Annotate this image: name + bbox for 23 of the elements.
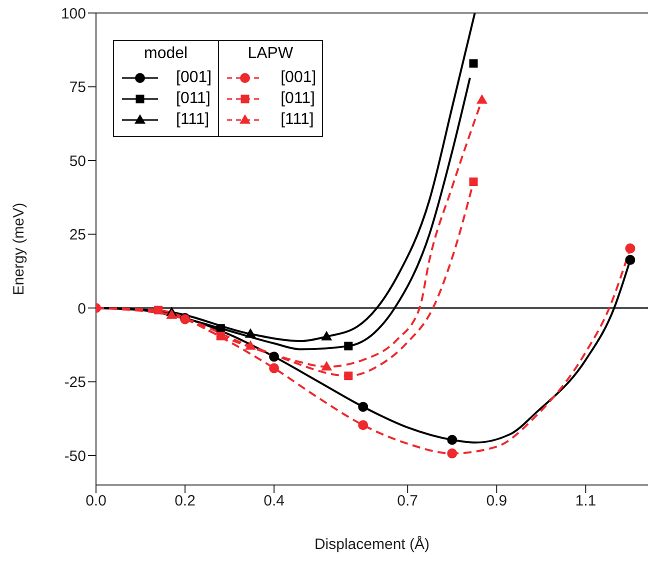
legend-label: [011]: [176, 90, 210, 108]
legend-label: [011]: [280, 90, 315, 108]
y-tick-label: -25: [64, 374, 86, 392]
x-tick-label: 1.1: [575, 492, 596, 510]
annotation: model: [143, 45, 189, 63]
x-tick-label: 0.0: [86, 492, 106, 510]
legend-label: [111]: [280, 110, 314, 128]
x-tick-label: 0.4: [264, 492, 284, 510]
legend-label: [111]: [176, 110, 210, 128]
y-tick-label: 50: [69, 152, 86, 170]
y-tick-label: -50: [64, 448, 86, 465]
y-tick-label: 25: [69, 226, 86, 244]
y-tick-label: 0: [78, 300, 86, 318]
x-axis-title: Displacement (Å): [314, 535, 430, 553]
y-axis-title: Energy (meV): [10, 202, 28, 296]
annotation: LAPW: [246, 45, 294, 63]
y-tick-label: 75: [69, 79, 86, 96]
legend-label: [001]: [280, 68, 316, 86]
x-tick-label: 0.7: [397, 492, 418, 510]
y-tick-label: 100: [60, 5, 86, 22]
x-tick-label: 0.2: [174, 492, 196, 510]
x-tick-label: 0.9: [486, 492, 508, 510]
legend-label: [001]: [176, 68, 212, 86]
